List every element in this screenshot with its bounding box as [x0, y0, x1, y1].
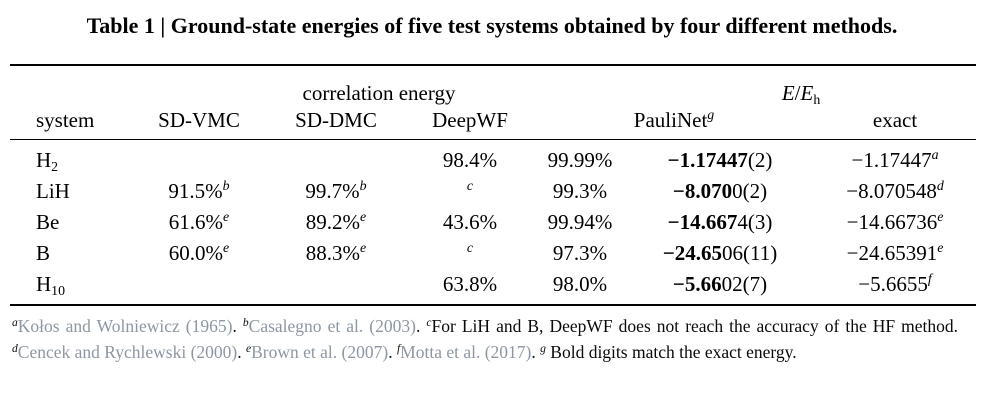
col-header-exact: exact [814, 107, 977, 140]
table-row: LiH 91.5%b 99.7%b c 99.3% −8.0700(2) −8.070548… [10, 175, 976, 206]
footnote-text: aKołos and Wolniewicz (1965). bCasalegno… [12, 316, 959, 362]
cell-exact: −1.17447a [851, 147, 939, 172]
col-header-deepwf: DeepWF [406, 107, 534, 140]
cell-exact: −8.070548d [846, 178, 944, 203]
cell-system: H10 [36, 272, 66, 298]
table-title: Table 1 | Ground-state energies of five … [86, 13, 898, 38]
cell-system: LiH [36, 179, 70, 203]
cell-paulinet-energy: −1.17447(2) [667, 148, 773, 172]
table-row: H10 63.8% 98.0% −5.6602(7) −5.6655f [10, 268, 976, 305]
col-header-sd-vmc: SD-VMC [132, 107, 266, 140]
cell-paulinet-pct: 99.3% [552, 179, 608, 203]
cell-sd-vmc: 91.5%b [168, 178, 230, 203]
footnotes: aKołos and Wolniewicz (1965). bCasalegno… [12, 313, 958, 365]
col-header-paulinet: PauliNetg [534, 107, 815, 140]
cell-paulinet-pct: 99.99% [547, 148, 613, 172]
cell-exact: −24.65391e [846, 240, 944, 265]
cell-exact: −5.6655f [858, 271, 932, 296]
cell-paulinet-pct: 98.0% [552, 272, 608, 296]
table-row: B 60.0%e 88.3%e c 97.3% −24.6506(11) −24.65391… [10, 237, 976, 268]
cell-sd-vmc [132, 140, 266, 176]
cell-sd-vmc [132, 268, 266, 305]
table-row: Be 61.6%e 89.2%e 43.6% 99.94% −14.6674(3) −14.… [10, 206, 976, 237]
group-header-spacer [10, 65, 132, 107]
cell-system: H2 [36, 148, 59, 174]
cell-deepwf: 43.6% [442, 210, 498, 234]
cell-deepwf: c [466, 178, 474, 194]
results-table: correlation energy E/Eh system SD-VMC SD… [10, 64, 977, 306]
group-header-e-over-eh: E/Eh [781, 81, 821, 107]
cell-sd-dmc: 88.3%e [305, 240, 367, 265]
cell-sd-dmc: 89.2%e [305, 209, 367, 234]
cell-deepwf: c [466, 240, 474, 256]
cell-paulinet-energy: −14.6674(3) [667, 210, 773, 234]
cell-system: B [36, 241, 51, 265]
cell-system: Be [36, 210, 60, 234]
table-body: H2 98.4% 99.99% −1.17447(2) −1.17447a LiH 91.5… [10, 140, 976, 306]
cell-paulinet-pct: 99.94% [547, 210, 613, 234]
cell-sd-vmc: 60.0%e [168, 240, 230, 265]
group-header-correlation-energy: correlation energy [302, 81, 456, 105]
table-row: H2 98.4% 99.99% −1.17447(2) −1.17447a [10, 140, 976, 176]
cell-deepwf: 98.4% [442, 148, 498, 172]
col-header-system: system [10, 107, 132, 140]
group-header-row: correlation energy E/Eh [10, 65, 976, 107]
cell-paulinet-energy: −24.6506(11) [662, 241, 778, 265]
cell-deepwf: 63.8% [442, 272, 498, 296]
cell-paulinet-energy: −8.0700(2) [672, 179, 768, 203]
cell-sd-dmc: 99.7%b [305, 178, 367, 203]
cell-sd-vmc: 61.6%e [168, 209, 230, 234]
cell-paulinet-pct: 97.3% [552, 241, 608, 265]
cell-sd-dmc [266, 140, 406, 176]
cell-exact: −14.66736e [846, 209, 944, 234]
col-header-sd-dmc: SD-DMC [266, 107, 406, 140]
cell-sd-dmc [266, 268, 406, 305]
column-header-row: system SD-VMC SD-DMC DeepWF PauliNetg ex… [10, 107, 977, 140]
cell-paulinet-energy: −5.6602(7) [672, 272, 768, 296]
